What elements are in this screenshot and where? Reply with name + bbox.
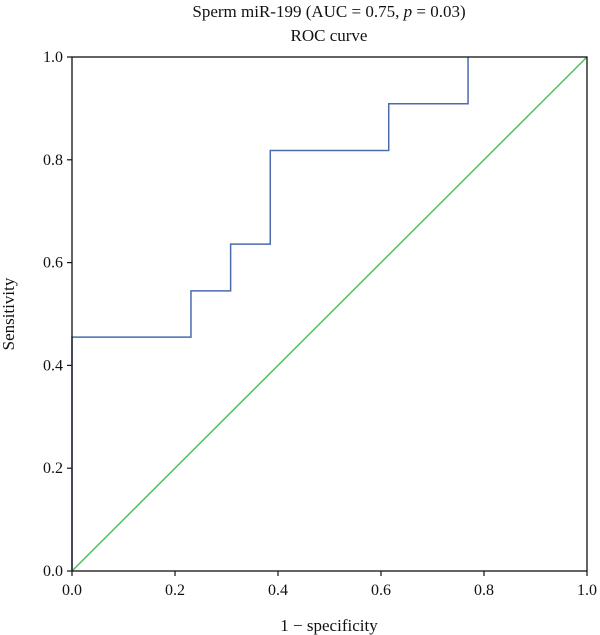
plot-frame: [71, 56, 588, 572]
x-axis-label: 1 − specificity: [280, 616, 378, 635]
chart-title: Sperm miR-199 (AUC = 0.75, p = 0.03): [192, 2, 465, 21]
title-suffix: = 0.03): [412, 2, 466, 21]
y-tick-label: 0.6: [43, 255, 63, 272]
reference-diagonal-line: [71, 56, 588, 572]
x-tick-label: 1.0: [577, 582, 597, 599]
x-tick-label: 0.2: [165, 582, 185, 599]
axis-ticks: 0.0 0.2 0.4 0.6 0.8 1.0 0.0 0.2 0.4 0.6 0.8 1.0: [43, 49, 597, 599]
chart-subtitle: ROC curve: [291, 26, 368, 45]
series-layer: [71, 56, 588, 572]
y-axis-label: Sensitivity: [0, 277, 18, 350]
x-tick-label: 0.4: [268, 582, 288, 599]
x-tick-label: 0.8: [474, 582, 494, 599]
y-tick-label: 0.4: [43, 357, 63, 374]
y-tick-label: 0.0: [43, 563, 63, 580]
y-tick-label: 0.8: [43, 152, 63, 169]
title-prefix: Sperm miR-199 (AUC = 0.75,: [192, 2, 403, 21]
x-tick-label: 0.6: [371, 582, 391, 599]
y-tick-label: 0.2: [43, 460, 63, 477]
roc-step-line: [71, 57, 469, 571]
y-tick-label: 1.0: [43, 49, 63, 66]
x-tick-label: 0.0: [62, 582, 82, 599]
title-p-symbol: p: [403, 2, 413, 21]
